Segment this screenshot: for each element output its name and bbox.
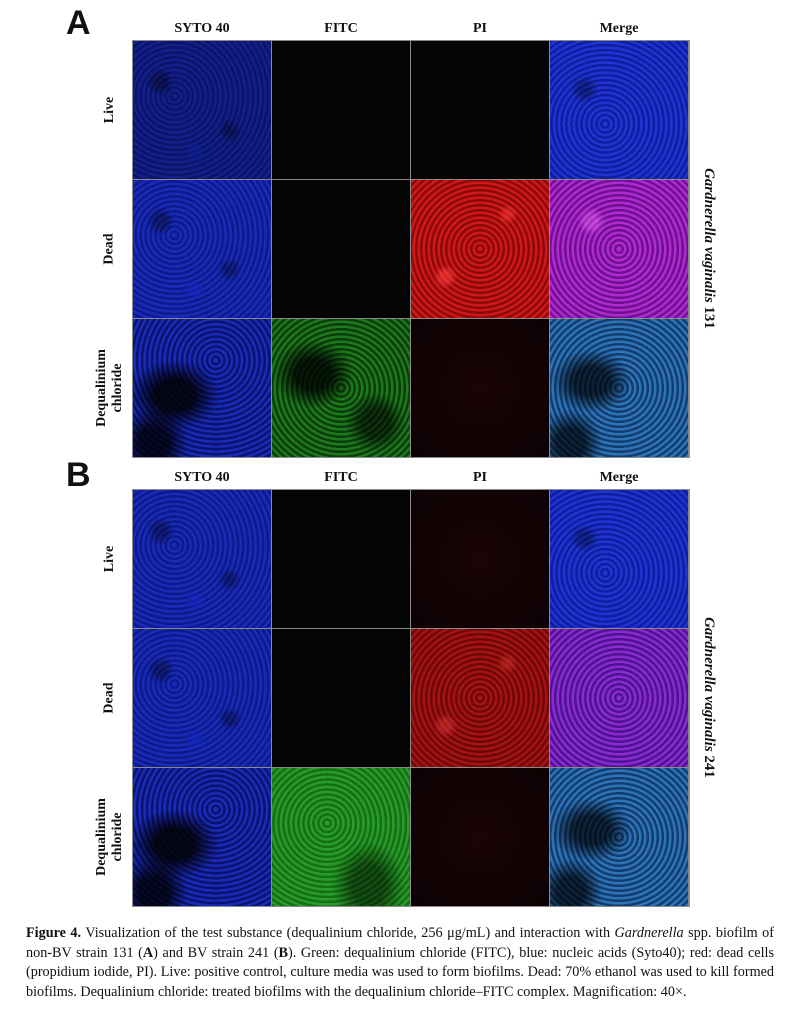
row-label-dead: Dead — [90, 180, 130, 318]
micrograph-live-syto40 — [133, 41, 271, 179]
column-header-syto40: SYTO 40 — [174, 470, 230, 485]
image-grid-b — [132, 489, 690, 907]
caption-label: Figure 4. — [26, 925, 82, 941]
row-label-live: Live — [90, 41, 130, 179]
strain-label-a: Gardnerella vaginalis 131 — [696, 40, 720, 456]
caption-ref-a: A — [142, 944, 154, 961]
row-label-line2: chloride — [110, 812, 125, 862]
micrograph-dead-pi — [411, 629, 549, 767]
strain-name: Gardnerella vaginalis — [700, 167, 717, 303]
micrograph-dequalinium-syto40 — [133, 319, 271, 457]
strain-number: 241 — [700, 754, 717, 778]
row-label-text: Dead — [102, 682, 117, 714]
row-label-text: Live — [101, 96, 117, 124]
column-header-pi: PI — [473, 21, 487, 36]
strain-label-text: Gardnerella vaginalis 131 — [700, 168, 717, 329]
row-label-line1: Dequalinium — [94, 798, 109, 876]
strain-number: 131 — [700, 305, 717, 329]
row-label-text: Live — [101, 545, 117, 573]
micrograph-dead-syto40 — [133, 180, 271, 318]
micrograph-dead-merge — [550, 629, 688, 767]
column-header-pi: PI — [473, 470, 487, 485]
caption-genus: Gardnerella — [614, 925, 684, 941]
row-label-dead: Dead — [90, 629, 130, 767]
micrograph-dead-syto40 — [133, 629, 271, 767]
caption-text: Visualization of the test substance (deq… — [81, 925, 615, 941]
strain-name: Gardnerella vaginalis — [700, 616, 717, 752]
row-label-line2: chloride — [110, 363, 125, 413]
row-label-dequalinium: Dequalinium chloride — [90, 319, 130, 457]
row-label-line1: Dequalinium — [94, 349, 109, 427]
column-header-fitc: FITC — [324, 21, 358, 36]
micrograph-dead-pi — [411, 180, 549, 318]
row-label-text: Dequalinium chloride — [94, 349, 126, 427]
column-header-merge: Merge — [599, 21, 639, 36]
caption-text: ) and BV strain 241 ( — [153, 944, 279, 961]
micrograph-live-pi — [411, 490, 549, 628]
column-header-merge: Merge — [599, 470, 639, 485]
panel-letter-a: A — [66, 4, 91, 42]
micrograph-live-fitc — [272, 41, 410, 179]
strain-label-b: Gardnerella vaginalis 241 — [696, 489, 720, 905]
micrograph-dequalinium-pi — [411, 768, 549, 906]
micrograph-live-pi — [411, 41, 549, 179]
column-header-fitc: FITC — [324, 470, 358, 485]
strain-label-text: Gardnerella vaginalis 241 — [700, 617, 717, 778]
micrograph-dequalinium-merge — [550, 319, 688, 457]
micrograph-live-syto40 — [133, 490, 271, 628]
figure-caption: Figure 4. Visualization of the test subs… — [26, 924, 774, 1002]
micrograph-live-merge — [550, 41, 688, 179]
micrograph-dead-merge — [550, 180, 688, 318]
caption-ref-b: B — [278, 944, 289, 961]
micrograph-dequalinium-merge — [550, 768, 688, 906]
row-label-text: Dead — [102, 233, 117, 265]
image-grid-a — [132, 40, 690, 458]
micrograph-dequalinium-fitc — [272, 768, 410, 906]
micrograph-dead-fitc — [272, 629, 410, 767]
micrograph-live-merge — [550, 490, 688, 628]
row-label-dequalinium: Dequalinium chloride — [90, 768, 130, 906]
caption-text: ). Green: dequalinium chloride (FITC), b… — [26, 944, 774, 1000]
column-header-syto40: SYTO 40 — [174, 21, 230, 36]
micrograph-live-fitc — [272, 490, 410, 628]
panel-letter-b: B — [66, 456, 91, 494]
row-label-text: Dequalinium chloride — [94, 798, 126, 876]
caption-text: spp. biofilm of non-BV strain 131 ( — [26, 925, 774, 961]
micrograph-dead-fitc — [272, 180, 410, 318]
row-label-live: Live — [90, 490, 130, 628]
micrograph-dequalinium-fitc — [272, 319, 410, 457]
micrograph-dequalinium-pi — [411, 319, 549, 457]
micrograph-dequalinium-syto40 — [133, 768, 271, 906]
